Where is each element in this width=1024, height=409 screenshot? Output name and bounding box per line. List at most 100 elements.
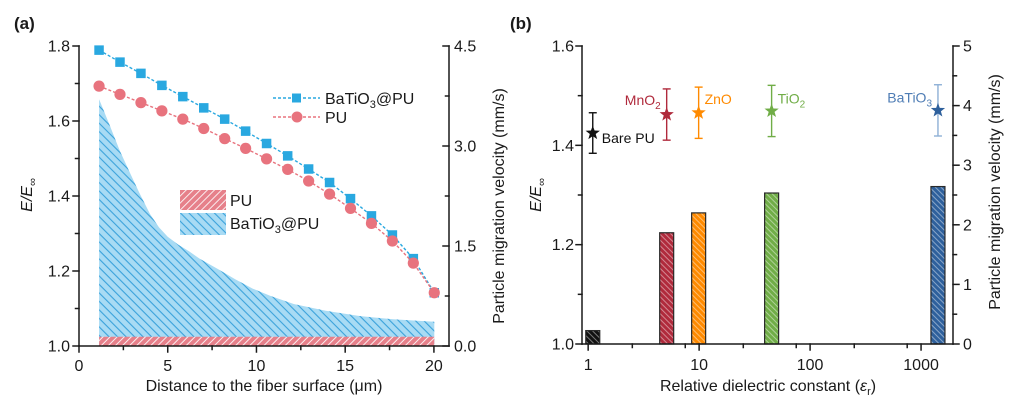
panel-a-line-legend: BaTiO3@PU PU <box>273 91 414 127</box>
panel-a-area-layer <box>99 99 435 346</box>
data-point-square-batio3-pu <box>136 68 146 79</box>
b-x-axis-tick-label: 10 <box>690 357 708 374</box>
annotation-tio2: TiO2 <box>778 90 806 110</box>
bar-hatch-outline <box>659 232 675 345</box>
legend-item-batio3-pu-area: BaTiO3@PU <box>180 213 319 236</box>
bar-bare-pu <box>585 329 601 345</box>
panel-a: (a) 1.01.21.41.61.80.01.53.04.50 5 10 15 20 … <box>14 14 508 395</box>
data-point-square-batio3-pu <box>178 91 188 102</box>
a-right-axis-tick-label: 3.0 <box>454 139 476 156</box>
panel-b-y-axis-label: E/E∞ <box>528 178 548 212</box>
legend-label-text: BaTiO <box>230 216 275 233</box>
data-point-square-batio3-pu <box>157 80 167 91</box>
annotation-bare-pu: Bare PU <box>602 130 655 146</box>
a-right-axis-tick-label: 1.5 <box>454 239 476 256</box>
star-marker-tio2 <box>764 103 779 118</box>
data-point-square-batio3-pu <box>366 211 377 221</box>
data-point-circle-pu <box>282 163 294 175</box>
annotation-subscript: 2 <box>800 99 806 110</box>
panel-b-axes: 1.0 1.2 1.4 1.6 0 1 2 3 4 5 1 10 100 1000 <box>552 39 972 375</box>
data-point-square-batio3-pu <box>219 114 230 124</box>
data-point-circle-pu <box>365 217 378 229</box>
annotation-name: MnO <box>625 92 655 108</box>
panel-b-x-axis-label: Relative dielectric constant (εr) <box>660 378 876 398</box>
panel-a-x-axis-label: Distance to the fiber surface (μm) <box>146 378 383 395</box>
annotation-subscript: 2 <box>655 101 661 112</box>
legend-item-pu-line: PU <box>273 110 347 127</box>
panel-a-area-legend: PU BaTiO3@PU <box>180 190 319 236</box>
annotation-name: BaTiO <box>887 90 926 106</box>
legend-label: BaTiO3@PU <box>325 91 414 111</box>
data-point-circle-pu <box>323 188 336 200</box>
legend-label-suffix: @PU <box>376 91 414 108</box>
panel-b-label: (b) <box>510 14 532 33</box>
legend-square-marker <box>292 93 301 103</box>
legend-hatch-swatch-blue <box>180 213 226 235</box>
legend-label-text: PU <box>230 193 252 210</box>
panel-b: (b) 1.0 1.2 1.4 1.6 0 1 2 3 4 5 1 10 100 1000 Bare PU… <box>510 14 1004 398</box>
b-right-axis-tick-label: 1 <box>963 277 972 294</box>
annotation-name: TiO <box>778 90 800 106</box>
annotation-zno: ZnO <box>705 91 732 107</box>
legend-label-text: BaTiO <box>325 91 370 108</box>
data-point-circle-pu <box>93 80 105 92</box>
a-left-axis-tick-label: 1.2 <box>48 264 70 281</box>
bar-tio2 <box>764 192 780 345</box>
legend-circle-marker <box>291 111 303 123</box>
b-right-axis-tick-label: 2 <box>963 217 972 234</box>
panel-a-y-axis-label: E/E∞ <box>19 178 39 212</box>
data-point-square-batio3-pu <box>282 151 293 161</box>
b-right-axis-tick-label: 5 <box>963 39 972 56</box>
star-marker-batio3 <box>930 102 946 117</box>
bar-hatch-outline <box>930 185 946 345</box>
panel-a-axes: 1.0 1.2 1.4 1.6 1.8 0.0 1.5 3.0 4.5 0 5 10 15 20 <box>48 39 477 376</box>
area-pu-velocity <box>99 336 435 346</box>
y-label-subscript: ∞ <box>27 178 39 186</box>
data-point-square-batio3-pu <box>115 57 125 67</box>
b-left-axis-tick-label: 1.0 <box>552 337 574 354</box>
bar-hatch-outline <box>691 212 707 345</box>
bar-hatch-outline <box>585 329 601 345</box>
data-point-square-batio3-pu <box>240 126 251 136</box>
legend-label: PU <box>325 110 347 127</box>
legend-label-text: PU <box>325 110 347 127</box>
legend-label: PU <box>230 193 252 210</box>
star-marker-zno <box>691 105 706 119</box>
panel-a-y2-axis-label: Particle migration velocity (mm/s) <box>491 88 508 324</box>
data-point-circle-pu <box>240 142 252 154</box>
data-point-square-batio3-pu <box>324 177 335 188</box>
data-point-circle-pu <box>386 235 398 247</box>
b-x-axis-tick-label: 1 <box>584 357 593 374</box>
a-x-axis-tick-label: 0 <box>75 358 84 375</box>
data-point-square-batio3-pu <box>94 45 104 55</box>
a-left-axis-tick-label: 1.6 <box>48 114 70 131</box>
legend-label-subscript: 3 <box>370 99 376 111</box>
a-left-axis-tick-label: 1.8 <box>48 39 70 56</box>
data-point-square-batio3-pu <box>199 103 209 113</box>
data-point-circle-pu <box>219 133 231 145</box>
y-label-main: E/E <box>19 186 36 212</box>
annotation-name: ZnO <box>705 91 732 107</box>
annotation-subscript: 3 <box>926 99 932 110</box>
b-left-axis-tick-label: 1.2 <box>552 237 574 254</box>
a-right-axis-tick-label: 4.5 <box>454 39 476 56</box>
data-point-square-batio3-pu <box>387 230 398 240</box>
a-left-axis-tick-label: 1.4 <box>48 189 70 206</box>
data-point-circle-pu <box>114 88 126 100</box>
annotation-mno2: MnO2 <box>625 92 661 112</box>
b-x-axis-tick-label: 1000 <box>903 357 939 374</box>
b-right-axis-tick-label: 3 <box>963 158 972 175</box>
y-label-subscript: ∞ <box>536 178 548 186</box>
x-label-close: ) <box>871 378 876 395</box>
a-x-axis-tick-label: 10 <box>248 358 266 375</box>
data-point-square-batio3-pu <box>345 193 356 204</box>
legend-label-suffix: @PU <box>281 216 319 233</box>
x-label-subscript: r <box>867 386 871 398</box>
panel-b-y2-axis-label: Particle migration velocity (mm/s) <box>987 74 1004 310</box>
data-point-circle-pu <box>177 113 189 125</box>
a-x-axis-tick-label: 15 <box>336 358 354 375</box>
a-right-axis-tick-label: 0.0 <box>454 339 476 356</box>
bar-mno2 <box>659 232 675 345</box>
